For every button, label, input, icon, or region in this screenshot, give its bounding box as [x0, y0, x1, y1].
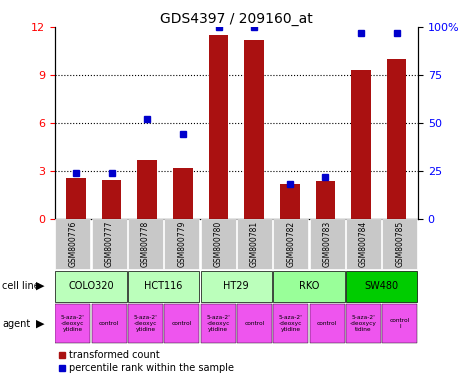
Text: 5-aza-2'
-deoxyc
ytidine: 5-aza-2' -deoxyc ytidine: [61, 315, 85, 332]
Bar: [244, 40, 264, 219]
Bar: [209, 35, 228, 219]
Bar: [201, 304, 236, 343]
Bar: [346, 304, 381, 343]
Bar: [351, 70, 371, 219]
Bar: [315, 181, 335, 219]
Text: HCT116: HCT116: [144, 281, 183, 291]
Bar: [280, 184, 300, 219]
Text: SW480: SW480: [365, 281, 399, 291]
Bar: [310, 304, 344, 343]
Text: 5-aza-2'
-deoxyc
ytidine: 5-aza-2' -deoxyc ytidine: [206, 315, 230, 332]
Text: GSM800779: GSM800779: [177, 221, 186, 267]
Bar: [382, 219, 417, 269]
Text: control: control: [99, 321, 119, 326]
Bar: [274, 271, 344, 302]
Bar: [128, 219, 163, 269]
Bar: [387, 59, 407, 219]
Text: control: control: [171, 321, 192, 326]
Text: GSM800781: GSM800781: [250, 221, 259, 267]
Text: 5-aza-2'
-deoxyc
ytidine: 5-aza-2' -deoxyc ytidine: [133, 315, 157, 332]
Text: GSM800778: GSM800778: [141, 221, 150, 267]
Legend: transformed count, percentile rank within the sample: transformed count, percentile rank withi…: [59, 351, 234, 373]
Text: control: control: [244, 321, 265, 326]
Text: GSM800784: GSM800784: [359, 221, 368, 267]
Text: GSM800785: GSM800785: [395, 221, 404, 267]
Bar: [128, 271, 199, 302]
Text: COLO320: COLO320: [68, 281, 114, 291]
Bar: [137, 160, 157, 219]
Bar: [173, 169, 193, 219]
Bar: [92, 219, 126, 269]
Bar: [201, 219, 236, 269]
Bar: [310, 219, 344, 269]
Text: ▶: ▶: [36, 318, 45, 329]
Bar: [274, 219, 308, 269]
Title: GDS4397 / 209160_at: GDS4397 / 209160_at: [160, 12, 313, 26]
Text: 5-aza-2'
-deoxyc
ytidine: 5-aza-2' -deoxyc ytidine: [279, 315, 303, 332]
Bar: [201, 271, 272, 302]
Bar: [164, 219, 199, 269]
Text: control: control: [317, 321, 337, 326]
Text: ▶: ▶: [36, 281, 45, 291]
Bar: [237, 219, 272, 269]
Text: control
l: control l: [390, 318, 410, 329]
Text: RKO: RKO: [299, 281, 319, 291]
Bar: [56, 219, 90, 269]
Bar: [66, 178, 86, 219]
Text: agent: agent: [2, 318, 30, 329]
Text: HT29: HT29: [224, 281, 249, 291]
Bar: [102, 180, 122, 219]
Bar: [346, 219, 381, 269]
Bar: [346, 271, 417, 302]
Text: GSM800776: GSM800776: [68, 221, 77, 267]
Text: GSM800780: GSM800780: [214, 221, 223, 267]
Bar: [382, 304, 417, 343]
Bar: [56, 304, 90, 343]
Text: cell line: cell line: [2, 281, 40, 291]
Text: GSM800782: GSM800782: [286, 221, 295, 267]
Bar: [164, 304, 199, 343]
Text: GSM800783: GSM800783: [323, 221, 332, 267]
Bar: [128, 304, 163, 343]
Text: GSM800777: GSM800777: [104, 221, 114, 267]
Bar: [92, 304, 126, 343]
Bar: [274, 304, 308, 343]
Bar: [237, 304, 272, 343]
Text: 5-aza-2'
-deoxycy
tidine: 5-aza-2' -deoxycy tidine: [350, 315, 377, 332]
Bar: [56, 271, 126, 302]
